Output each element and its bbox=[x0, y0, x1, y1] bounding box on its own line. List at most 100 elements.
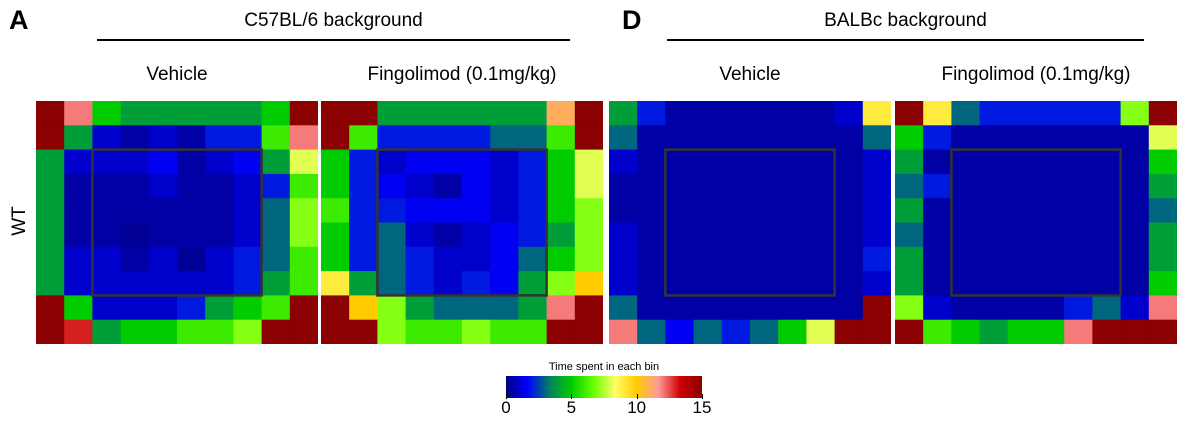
heatmap-cell bbox=[1064, 319, 1093, 344]
heatmap-cell bbox=[462, 246, 491, 272]
heatmap-cell bbox=[750, 319, 779, 344]
heatmap-cell bbox=[721, 319, 751, 344]
heatmap-cell bbox=[349, 198, 378, 224]
heatmap-cell bbox=[405, 125, 435, 151]
heatmap-cell bbox=[349, 222, 378, 248]
heatmap-cell bbox=[321, 271, 350, 296]
heatmap-cell bbox=[92, 125, 122, 151]
heatmap-cell bbox=[750, 295, 779, 321]
heatmap-cell bbox=[64, 125, 93, 151]
heatmap-cell bbox=[951, 149, 981, 175]
heatmap-cell bbox=[979, 198, 1009, 224]
heatmap-cell bbox=[177, 149, 206, 175]
heatmap-cell bbox=[64, 246, 93, 272]
heatmap-cell bbox=[895, 295, 924, 321]
heatmap-cell bbox=[979, 319, 1009, 344]
heatmap-cell bbox=[637, 125, 666, 151]
heatmap-cell bbox=[405, 271, 435, 296]
heatmap-cell bbox=[546, 125, 576, 151]
heatmap-cell bbox=[609, 319, 638, 344]
heatmap-cell bbox=[377, 246, 407, 272]
heatmap-cell bbox=[289, 319, 318, 344]
heatmap-cell bbox=[289, 246, 318, 272]
heatmap-cell bbox=[518, 319, 548, 344]
heatmap-cell bbox=[233, 173, 263, 199]
heatmap-cell bbox=[120, 246, 150, 272]
heatmap-cell bbox=[1036, 246, 1065, 272]
heatmap-cell bbox=[433, 125, 463, 151]
heatmap-cell bbox=[289, 295, 318, 321]
heatmap-cell bbox=[462, 149, 491, 175]
heatmap-cell bbox=[405, 222, 435, 248]
heatmap-cell bbox=[349, 246, 378, 272]
heatmap-cell bbox=[574, 319, 603, 344]
panel-letter-a: A bbox=[9, 5, 29, 35]
heatmap-cell bbox=[349, 271, 378, 296]
row-label-wt: WT bbox=[9, 206, 30, 236]
center-zone-outline bbox=[950, 148, 1122, 297]
heatmap-cell bbox=[665, 222, 695, 248]
heatmap-cell bbox=[951, 101, 981, 126]
heatmap-cell bbox=[261, 149, 291, 175]
heatmap-cell bbox=[665, 198, 695, 224]
heatmap-cell bbox=[637, 173, 666, 199]
heatmap-cell bbox=[321, 319, 350, 344]
heatmap-cell bbox=[261, 246, 291, 272]
heatmap-cell bbox=[895, 149, 924, 175]
heatmap-cell bbox=[806, 198, 836, 224]
heatmap-cell bbox=[862, 198, 891, 224]
heatmap-cell bbox=[923, 149, 952, 175]
heatmap-cell bbox=[433, 271, 463, 296]
heatmap-cell bbox=[349, 319, 378, 344]
heatmap-cell bbox=[177, 271, 206, 296]
heatmap-cell bbox=[778, 149, 807, 175]
heatmap-cell bbox=[261, 101, 291, 126]
heatmap-cell bbox=[1148, 246, 1177, 272]
colorbar-tick-mark bbox=[702, 394, 703, 399]
heatmap-cell bbox=[574, 198, 603, 224]
heatmap-cell bbox=[36, 101, 65, 126]
heatmap-cell bbox=[1064, 173, 1093, 199]
heatmap-cell bbox=[665, 149, 695, 175]
heatmap-cell bbox=[862, 222, 891, 248]
heatmap-cell bbox=[574, 173, 603, 199]
heatmap-cell bbox=[895, 173, 924, 199]
heatmap-cell bbox=[951, 271, 981, 296]
heatmap-cell bbox=[1092, 198, 1122, 224]
heatmap-cell bbox=[693, 101, 723, 126]
heatmap-cell bbox=[462, 319, 491, 344]
heatmap-cell bbox=[36, 173, 65, 199]
heatmap-cell bbox=[205, 295, 234, 321]
heatmap-cell bbox=[895, 246, 924, 272]
heatmap-cell bbox=[377, 198, 407, 224]
heatmap-cell bbox=[665, 246, 695, 272]
heatmap-cell bbox=[923, 198, 952, 224]
heatmap-cell bbox=[778, 173, 807, 199]
heatmap-cell bbox=[433, 319, 463, 344]
center-zone-outline bbox=[664, 148, 836, 297]
heatmap-cell bbox=[1007, 246, 1037, 272]
heatmap-cell bbox=[1120, 125, 1150, 151]
heatmap-cell bbox=[806, 246, 836, 272]
heatmap-cell bbox=[462, 173, 491, 199]
heatmap-cell bbox=[92, 319, 122, 344]
heatmap-cell bbox=[834, 173, 864, 199]
heatmap-cell bbox=[433, 246, 463, 272]
heatmap-cell bbox=[637, 222, 666, 248]
colorbar-ticks: 0 5 10 15 bbox=[501, 394, 711, 422]
heatmap-cell bbox=[778, 246, 807, 272]
heatmap-cell bbox=[233, 101, 263, 126]
heatmap-cell bbox=[637, 319, 666, 344]
heatmap-cell bbox=[609, 271, 638, 296]
heatmap-cell bbox=[609, 173, 638, 199]
heatmap-cell bbox=[923, 271, 952, 296]
heatmap-cell bbox=[321, 173, 350, 199]
heatmap-cell bbox=[834, 125, 864, 151]
heatmap-cell bbox=[546, 246, 576, 272]
heatmap-cell bbox=[377, 295, 407, 321]
heatmap-cell bbox=[806, 101, 836, 126]
heatmap-cell bbox=[665, 101, 695, 126]
heatmap-cell bbox=[778, 271, 807, 296]
heatmap-cell bbox=[1092, 246, 1122, 272]
heatmap-cell bbox=[36, 271, 65, 296]
